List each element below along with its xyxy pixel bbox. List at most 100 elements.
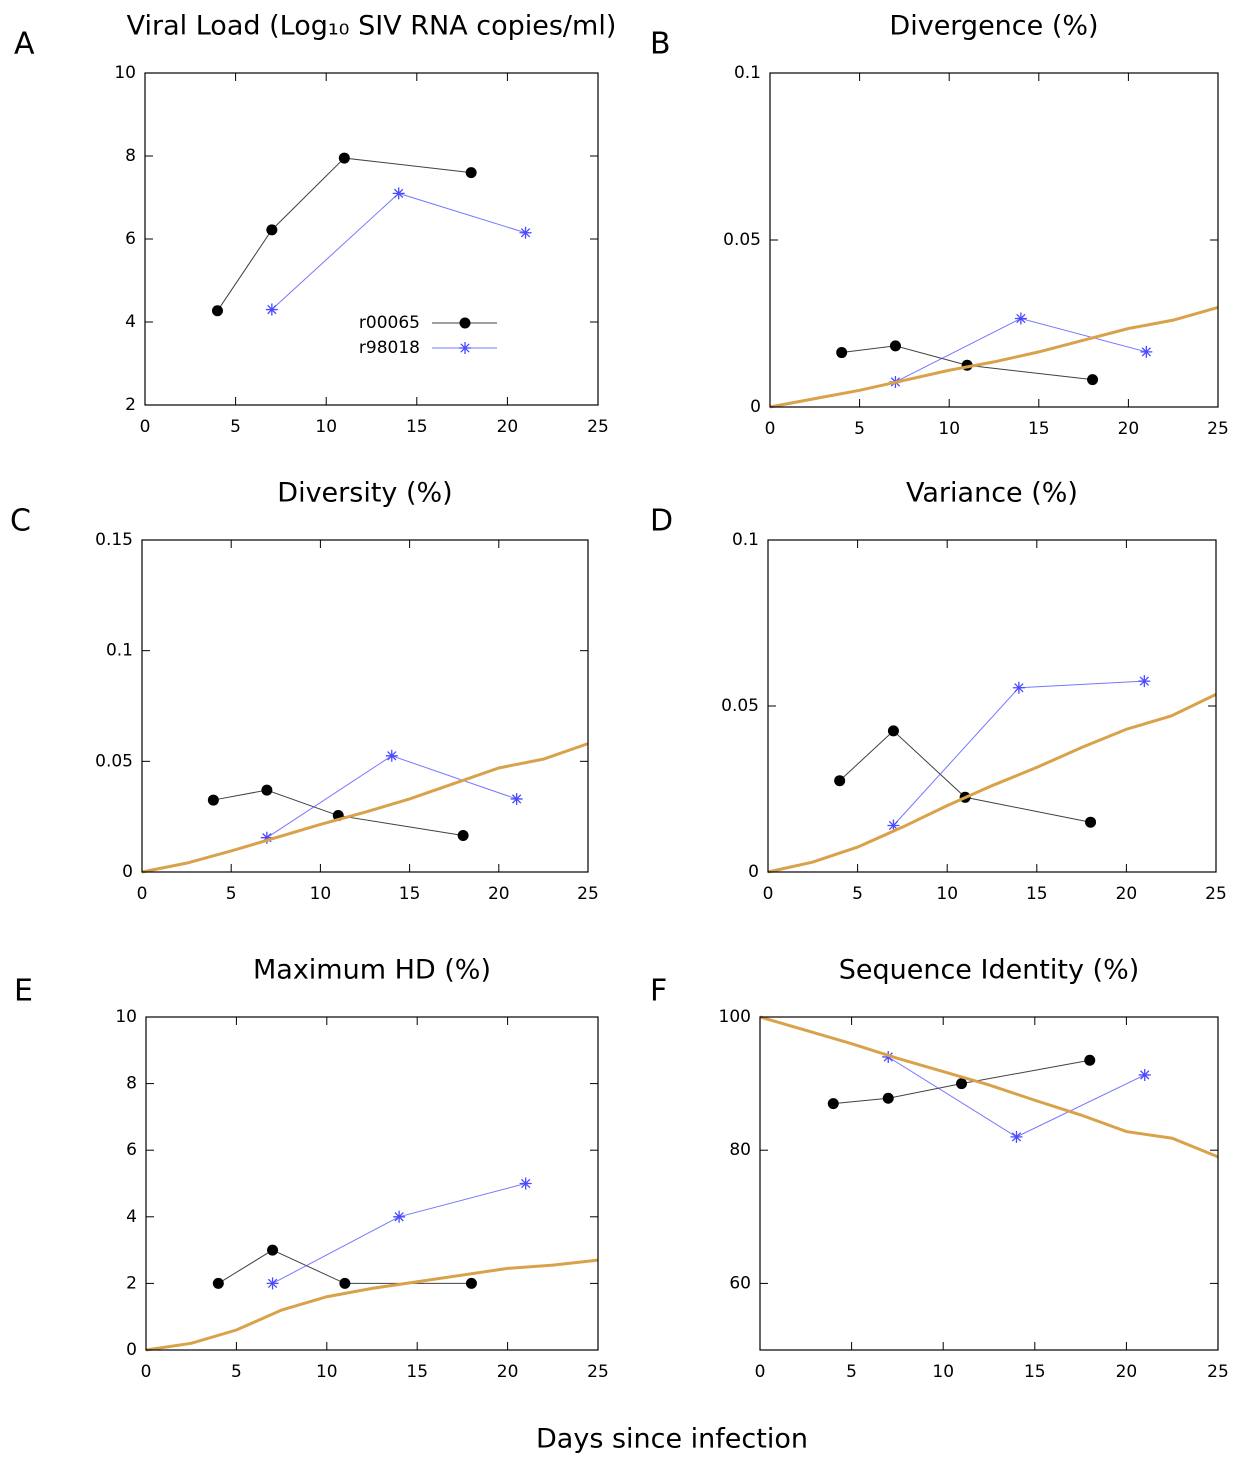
x-tick-label: 0: [140, 417, 151, 437]
x-tick-label: 15: [1028, 419, 1050, 439]
y-tick-label: 0: [750, 397, 761, 417]
point: [1140, 345, 1153, 358]
series-line: [141, 742, 589, 874]
legend-marker: [459, 342, 471, 354]
point: [207, 794, 219, 806]
point: [457, 829, 469, 841]
series-line: [272, 1183, 526, 1284]
series-line: [769, 306, 1219, 409]
y-tick-label: 0.05: [723, 230, 761, 250]
series-line: [841, 345, 1093, 381]
x-tick-label: 0: [763, 884, 774, 904]
panel-letter: D: [650, 504, 673, 539]
point: [338, 152, 350, 164]
point: [887, 725, 899, 737]
y-tick-label: 8: [125, 146, 136, 166]
y-tick-label: 80: [729, 1140, 751, 1160]
x-tick-label: 10: [316, 1362, 338, 1382]
legend-marker: [459, 317, 471, 329]
point: [265, 303, 278, 316]
point: [1084, 1054, 1096, 1066]
point: [465, 167, 477, 179]
series-line: [839, 730, 1091, 823]
y-tick-label: 4: [125, 312, 136, 332]
x-tick-label: 20: [497, 417, 519, 437]
x-tick-label: 10: [310, 884, 332, 904]
y-tick-label: 10: [115, 1007, 137, 1027]
y-tick-label: 0.15: [95, 530, 133, 550]
point: [1012, 681, 1025, 694]
y-tick-label: 0.05: [95, 751, 133, 771]
chart-title: Sequence Identity (%): [839, 955, 1140, 986]
x-tick-label: 25: [1205, 884, 1227, 904]
y-tick-label: 0: [126, 1340, 137, 1360]
plot-frame: [144, 72, 599, 406]
point: [393, 1210, 406, 1223]
x-tick-label: 25: [587, 1362, 609, 1382]
x-tick-label: 15: [406, 1362, 428, 1382]
x-tick-label: 5: [846, 1362, 857, 1382]
point: [836, 347, 848, 359]
plot-frame: [141, 539, 589, 873]
x-tick-label: 20: [488, 884, 510, 904]
x-tick-label: 20: [1118, 419, 1140, 439]
series-line: [767, 693, 1217, 874]
x-tick-label: 25: [1207, 1362, 1229, 1382]
plot-frame: [759, 1016, 1219, 1351]
point: [956, 1078, 968, 1090]
shared-x-label: Days since infection: [536, 1424, 808, 1455]
point: [266, 224, 278, 236]
panel-letter: F: [650, 974, 667, 1009]
x-tick-label: 5: [226, 884, 237, 904]
y-tick-label: 60: [729, 1273, 751, 1293]
chart-title: Maximum HD (%): [253, 955, 491, 986]
point: [1138, 1068, 1151, 1081]
point: [882, 1050, 895, 1063]
y-tick-label: 2: [126, 1273, 137, 1293]
panel-letter: E: [14, 974, 33, 1009]
y-tick-label: 0.1: [734, 63, 761, 83]
point: [519, 1177, 532, 1190]
x-tick-label: 20: [1116, 884, 1138, 904]
point: [260, 831, 273, 844]
y-tick-label: 10: [114, 63, 136, 83]
point: [392, 187, 405, 200]
x-tick-label: 10: [315, 417, 337, 437]
series-line: [893, 680, 1145, 826]
chart-title: Variance (%): [906, 478, 1078, 509]
point: [339, 1277, 351, 1289]
x-tick-label: 20: [497, 1362, 519, 1382]
x-tick-label: 0: [141, 1362, 152, 1382]
point: [261, 784, 273, 796]
y-tick-label: 4: [126, 1207, 137, 1227]
point: [827, 1098, 839, 1110]
x-tick-label: 15: [1026, 884, 1048, 904]
plot-frame: [145, 1016, 599, 1351]
panel-letter: C: [10, 504, 31, 539]
y-tick-label: 0.1: [732, 530, 759, 550]
x-tick-label: 10: [936, 884, 958, 904]
series-line: [759, 1015, 1219, 1159]
x-tick-label: 5: [854, 419, 865, 439]
point: [211, 305, 223, 317]
point: [519, 226, 532, 239]
series-line: [145, 1258, 599, 1352]
point: [385, 749, 398, 762]
point: [889, 340, 901, 352]
x-tick-label: 5: [852, 884, 863, 904]
y-tick-label: 6: [125, 229, 136, 249]
point: [465, 1277, 477, 1289]
point: [1010, 1130, 1023, 1143]
x-tick-label: 0: [765, 419, 776, 439]
x-tick-label: 0: [137, 884, 148, 904]
y-tick-label: 0.1: [106, 641, 133, 661]
x-tick-label: 25: [577, 884, 599, 904]
legend-label: r98018: [359, 338, 420, 358]
series-line: [833, 1059, 1090, 1105]
point: [1087, 374, 1099, 386]
x-tick-label: 10: [938, 419, 960, 439]
series-line: [217, 157, 472, 312]
series-line: [271, 192, 526, 310]
y-tick-label: 0: [122, 862, 133, 882]
y-tick-label: 6: [126, 1140, 137, 1160]
